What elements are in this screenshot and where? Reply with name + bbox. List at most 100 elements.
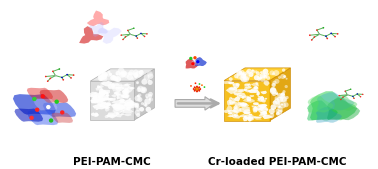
Polygon shape <box>128 104 132 106</box>
Circle shape <box>47 80 48 82</box>
Circle shape <box>133 28 135 29</box>
Circle shape <box>143 78 146 80</box>
Polygon shape <box>124 104 126 106</box>
Polygon shape <box>111 104 119 106</box>
Polygon shape <box>105 107 108 108</box>
Polygon shape <box>260 91 267 94</box>
Circle shape <box>135 110 140 115</box>
Circle shape <box>275 91 278 94</box>
Circle shape <box>144 104 148 107</box>
Polygon shape <box>231 98 233 99</box>
Polygon shape <box>229 100 232 102</box>
Polygon shape <box>232 83 234 85</box>
Circle shape <box>61 77 63 78</box>
Polygon shape <box>95 113 98 115</box>
Polygon shape <box>228 82 234 84</box>
Polygon shape <box>103 90 110 94</box>
Circle shape <box>257 74 263 79</box>
Circle shape <box>277 97 283 103</box>
Circle shape <box>131 72 134 75</box>
Polygon shape <box>97 101 105 105</box>
Polygon shape <box>238 107 250 113</box>
Circle shape <box>129 71 133 76</box>
Polygon shape <box>231 98 236 101</box>
Circle shape <box>280 74 285 79</box>
Circle shape <box>319 33 321 35</box>
Circle shape <box>140 70 143 73</box>
Polygon shape <box>98 94 109 100</box>
Circle shape <box>236 70 242 76</box>
Polygon shape <box>91 112 94 116</box>
Circle shape <box>98 73 104 79</box>
Circle shape <box>144 98 151 105</box>
Circle shape <box>136 82 139 84</box>
Circle shape <box>241 74 246 79</box>
Polygon shape <box>263 80 270 86</box>
Polygon shape <box>120 94 129 99</box>
Circle shape <box>137 97 143 102</box>
Polygon shape <box>195 57 207 66</box>
Circle shape <box>347 94 348 95</box>
Circle shape <box>203 86 205 88</box>
Circle shape <box>254 75 259 80</box>
Circle shape <box>274 96 278 100</box>
Polygon shape <box>245 117 250 119</box>
Polygon shape <box>105 98 113 100</box>
Polygon shape <box>243 112 250 114</box>
Polygon shape <box>93 93 98 94</box>
Polygon shape <box>232 83 239 89</box>
Circle shape <box>146 107 151 112</box>
Circle shape <box>239 70 245 75</box>
Circle shape <box>49 118 53 123</box>
Polygon shape <box>102 102 111 106</box>
Circle shape <box>62 79 64 81</box>
Circle shape <box>133 74 138 78</box>
Polygon shape <box>120 84 130 90</box>
Polygon shape <box>125 107 131 111</box>
Polygon shape <box>119 107 125 110</box>
Polygon shape <box>92 113 98 115</box>
Circle shape <box>362 94 364 95</box>
Polygon shape <box>116 94 121 96</box>
Circle shape <box>194 90 196 92</box>
Polygon shape <box>261 100 266 103</box>
Polygon shape <box>110 98 116 101</box>
Polygon shape <box>90 99 105 102</box>
Circle shape <box>266 76 270 80</box>
Circle shape <box>129 70 135 76</box>
Circle shape <box>32 97 37 101</box>
Circle shape <box>260 71 262 74</box>
Circle shape <box>135 71 142 78</box>
Polygon shape <box>236 83 240 86</box>
Circle shape <box>107 71 110 74</box>
Polygon shape <box>264 98 267 100</box>
Circle shape <box>274 98 280 104</box>
Circle shape <box>138 87 141 90</box>
Circle shape <box>119 72 125 78</box>
Polygon shape <box>317 92 355 110</box>
Polygon shape <box>92 104 107 109</box>
Polygon shape <box>252 105 256 108</box>
Polygon shape <box>256 100 266 102</box>
Circle shape <box>234 74 239 78</box>
Polygon shape <box>243 116 248 121</box>
Circle shape <box>191 62 195 65</box>
Circle shape <box>270 70 274 75</box>
Circle shape <box>257 76 259 78</box>
Polygon shape <box>87 92 100 97</box>
Circle shape <box>242 73 246 77</box>
Polygon shape <box>243 98 255 103</box>
Polygon shape <box>102 105 110 109</box>
Circle shape <box>195 82 197 84</box>
Polygon shape <box>116 87 122 91</box>
Polygon shape <box>239 95 242 96</box>
Polygon shape <box>124 99 134 106</box>
Polygon shape <box>101 81 112 86</box>
Polygon shape <box>113 104 116 107</box>
Circle shape <box>229 77 233 81</box>
Circle shape <box>127 74 133 80</box>
Polygon shape <box>98 101 103 105</box>
Circle shape <box>144 36 146 37</box>
Polygon shape <box>92 95 98 100</box>
Polygon shape <box>253 102 259 105</box>
